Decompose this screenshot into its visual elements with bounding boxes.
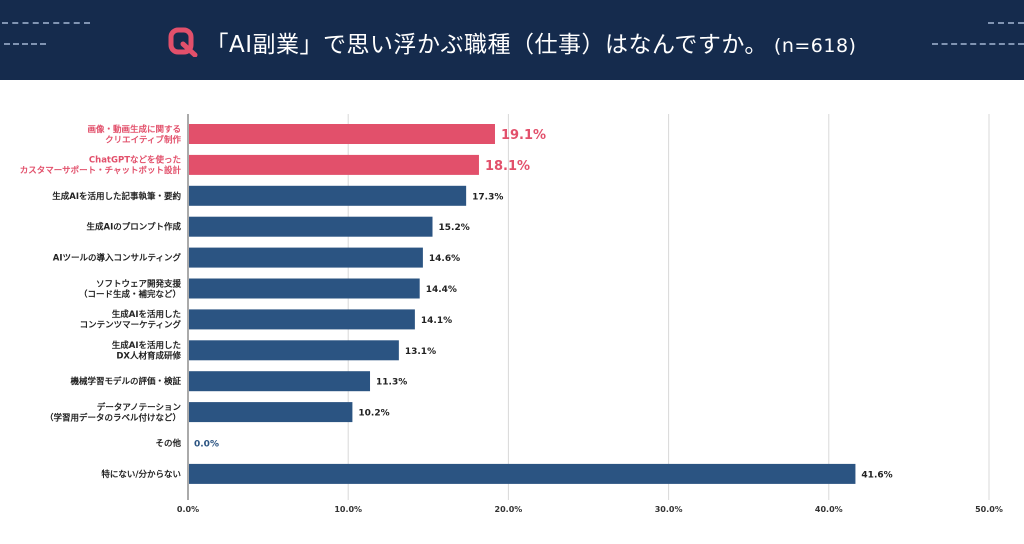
category-label: 特にない/分からない — [101, 469, 181, 480]
value-label: 14.6% — [429, 254, 460, 264]
category-label: カスタマーサポート・チャットボット設計 — [20, 165, 182, 176]
value-label: 10.2% — [358, 409, 389, 419]
category-label: データアノテーション — [97, 402, 182, 413]
bar — [189, 216, 433, 237]
category-label: ChatGPTなどを使った — [89, 155, 181, 166]
bar — [189, 309, 415, 330]
category-label: （コード生成・補完など） — [79, 289, 181, 300]
category-label: ソフトウェア開発支援 — [96, 278, 182, 289]
x-tick-label: 50.0% — [975, 505, 1003, 514]
bar — [189, 124, 495, 144]
decorative-dash — [988, 22, 1024, 24]
category-label: コンテンツマーケティング — [80, 320, 182, 331]
bar-chart: 0.0% 10.0% 20.0% 30.0% 40.0% 50.0% 画像・動画生成に関する… — [20, 114, 1003, 514]
decorative-dash — [4, 43, 46, 45]
header-banner: 「AI副業」で思い浮かぶ職種（仕事）はなんですか。 (n=618) — [0, 0, 1024, 80]
chart-title: 「AI副業」で思い浮かぶ職種（仕事）はなんですか。 (n=618) — [206, 25, 857, 59]
category-label: AIツールの導入コンサルティング — [53, 253, 182, 264]
x-tick-label: 30.0% — [655, 505, 683, 514]
bar — [189, 371, 371, 392]
title-row: 「AI副業」で思い浮かぶ職種（仕事）はなんですか。 (n=618) — [0, 22, 1024, 62]
q-logo-icon — [168, 27, 197, 57]
sample-size: (n=618) — [773, 35, 857, 57]
category-label: （学習用データのラベル付けなど） — [45, 412, 181, 423]
category-label: 生成AIのプロンプト作成 — [87, 222, 182, 233]
value-label: 19.1% — [501, 128, 546, 143]
value-label: 17.3% — [472, 192, 503, 202]
bar — [189, 247, 423, 268]
x-tick-label: 10.0% — [334, 505, 362, 514]
decorative-dash — [932, 43, 1024, 45]
category-label: 機械学習モデルの評価・検証 — [70, 376, 181, 387]
value-label: 0.0% — [194, 440, 219, 450]
value-label: 14.1% — [421, 316, 452, 326]
value-label: 11.3% — [376, 378, 407, 388]
bar — [189, 154, 479, 175]
x-tick-label: 0.0% — [177, 505, 199, 514]
value-label: 15.2% — [439, 223, 470, 233]
bar — [189, 402, 353, 423]
category-label: その他 — [155, 438, 181, 449]
value-label: 18.1% — [485, 159, 530, 174]
title-main: 「AI副業」で思い浮かぶ職種（仕事）はなんですか。 — [205, 32, 768, 58]
value-label: 13.1% — [405, 347, 436, 357]
category-label: 生成AIを活用した — [112, 309, 181, 320]
decorative-dash — [2, 22, 90, 24]
value-label: 41.6% — [861, 470, 892, 480]
bar — [189, 340, 399, 361]
bar — [189, 463, 856, 484]
x-tick-label: 20.0% — [495, 505, 523, 514]
category-label: クリエイティブ制作 — [105, 134, 181, 145]
category-label: DX人材育成研修 — [116, 351, 181, 362]
bar — [189, 185, 467, 206]
x-tick-label: 40.0% — [815, 505, 843, 514]
bar — [189, 278, 420, 299]
value-label: 14.4% — [426, 285, 457, 295]
category-label: 生成AIを活用した — [112, 340, 181, 351]
category-label: 画像・動画生成に関する — [87, 124, 181, 135]
category-label: 生成AIを活用した記事執筆・要約 — [52, 191, 181, 202]
